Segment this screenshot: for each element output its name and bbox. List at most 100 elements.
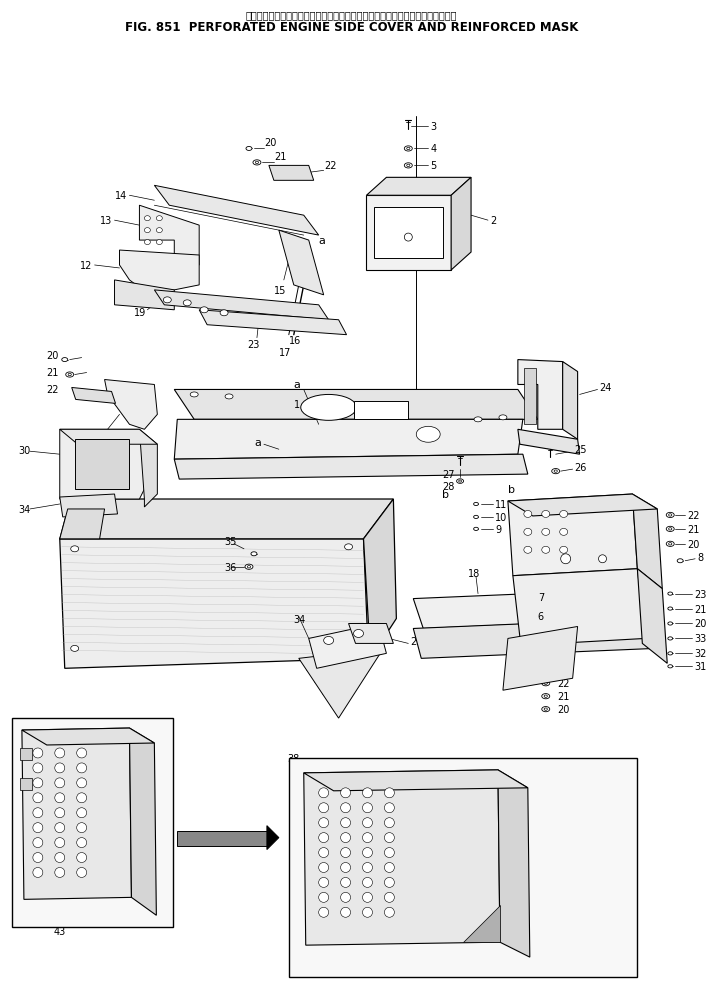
- Text: 26: 26: [575, 463, 587, 473]
- Ellipse shape: [474, 516, 479, 519]
- Text: b: b: [442, 490, 449, 500]
- Text: 9: 9: [495, 524, 501, 534]
- Text: 13: 13: [100, 216, 112, 225]
- Ellipse shape: [524, 547, 532, 554]
- Ellipse shape: [666, 513, 674, 518]
- Bar: [375, 208, 443, 259]
- Text: a: a: [294, 380, 300, 390]
- Ellipse shape: [542, 529, 550, 536]
- Ellipse shape: [62, 901, 68, 905]
- Text: 16: 16: [288, 336, 301, 346]
- Ellipse shape: [442, 261, 450, 266]
- Text: 18: 18: [468, 568, 480, 578]
- Ellipse shape: [62, 359, 68, 362]
- Ellipse shape: [76, 823, 87, 833]
- Ellipse shape: [474, 503, 479, 506]
- Ellipse shape: [666, 542, 674, 547]
- Ellipse shape: [669, 528, 672, 530]
- Text: 4: 4: [431, 144, 436, 154]
- Text: 27: 27: [442, 470, 455, 480]
- Text: 33: 33: [694, 634, 706, 644]
- Polygon shape: [363, 500, 397, 658]
- Ellipse shape: [542, 706, 550, 712]
- Text: 44: 44: [309, 947, 321, 957]
- Polygon shape: [139, 206, 199, 266]
- Ellipse shape: [560, 547, 568, 554]
- Ellipse shape: [163, 298, 171, 304]
- Ellipse shape: [326, 945, 332, 949]
- Ellipse shape: [668, 637, 672, 640]
- Text: 21: 21: [694, 604, 706, 614]
- Polygon shape: [115, 281, 175, 311]
- Text: Single Mask: Single Mask: [59, 749, 114, 759]
- Ellipse shape: [319, 893, 329, 903]
- Ellipse shape: [33, 748, 43, 759]
- Ellipse shape: [363, 818, 373, 828]
- Text: 32: 32: [694, 648, 706, 658]
- Text: 21: 21: [46, 367, 58, 377]
- Text: 20: 20: [46, 351, 58, 361]
- Text: 20: 20: [694, 619, 706, 629]
- Text: 22: 22: [558, 678, 571, 688]
- Ellipse shape: [341, 848, 351, 858]
- Ellipse shape: [524, 511, 532, 518]
- Ellipse shape: [341, 803, 351, 813]
- Ellipse shape: [344, 544, 353, 550]
- Polygon shape: [638, 569, 667, 663]
- Polygon shape: [139, 430, 158, 507]
- Text: 41: 41: [545, 813, 557, 823]
- Polygon shape: [414, 619, 655, 658]
- Text: 37: 37: [14, 813, 26, 823]
- Polygon shape: [177, 831, 267, 846]
- Text: 20: 20: [687, 539, 699, 549]
- Text: 38: 38: [287, 754, 299, 764]
- Ellipse shape: [385, 803, 395, 813]
- Text: 20: 20: [264, 138, 276, 148]
- Ellipse shape: [33, 823, 43, 833]
- Ellipse shape: [76, 808, 87, 818]
- Bar: [288, 759, 638, 977]
- Ellipse shape: [542, 547, 550, 554]
- Ellipse shape: [385, 863, 395, 873]
- Ellipse shape: [76, 838, 87, 848]
- Ellipse shape: [190, 393, 198, 398]
- Text: 20: 20: [558, 704, 570, 714]
- Polygon shape: [269, 166, 314, 181]
- Text: b: b: [508, 485, 515, 495]
- Ellipse shape: [319, 833, 329, 843]
- Ellipse shape: [385, 878, 395, 888]
- Ellipse shape: [363, 878, 373, 888]
- Text: 17: 17: [279, 348, 291, 358]
- Text: 10: 10: [495, 512, 507, 522]
- Text: 24: 24: [600, 383, 612, 393]
- Ellipse shape: [525, 846, 530, 850]
- Text: 34: 34: [294, 614, 306, 624]
- Ellipse shape: [474, 418, 482, 423]
- Ellipse shape: [474, 528, 479, 531]
- Ellipse shape: [76, 779, 87, 788]
- Ellipse shape: [368, 261, 375, 266]
- Ellipse shape: [363, 908, 373, 918]
- Ellipse shape: [54, 748, 65, 759]
- Ellipse shape: [319, 803, 329, 813]
- Polygon shape: [75, 440, 129, 490]
- Text: 22: 22: [325, 161, 337, 171]
- Ellipse shape: [354, 630, 363, 638]
- Text: 3: 3: [431, 121, 436, 131]
- Bar: [354, 402, 409, 420]
- Text: 35: 35: [224, 536, 236, 546]
- Ellipse shape: [225, 395, 233, 400]
- Polygon shape: [463, 906, 500, 942]
- Ellipse shape: [370, 262, 373, 264]
- Ellipse shape: [525, 817, 530, 820]
- Text: Double Mask: Double Mask: [390, 970, 448, 979]
- Polygon shape: [366, 178, 471, 196]
- Ellipse shape: [54, 779, 65, 788]
- Polygon shape: [60, 500, 393, 539]
- Ellipse shape: [144, 228, 151, 233]
- Ellipse shape: [677, 559, 683, 563]
- Ellipse shape: [524, 529, 532, 536]
- Ellipse shape: [33, 853, 43, 863]
- Ellipse shape: [341, 788, 351, 798]
- Polygon shape: [508, 495, 658, 516]
